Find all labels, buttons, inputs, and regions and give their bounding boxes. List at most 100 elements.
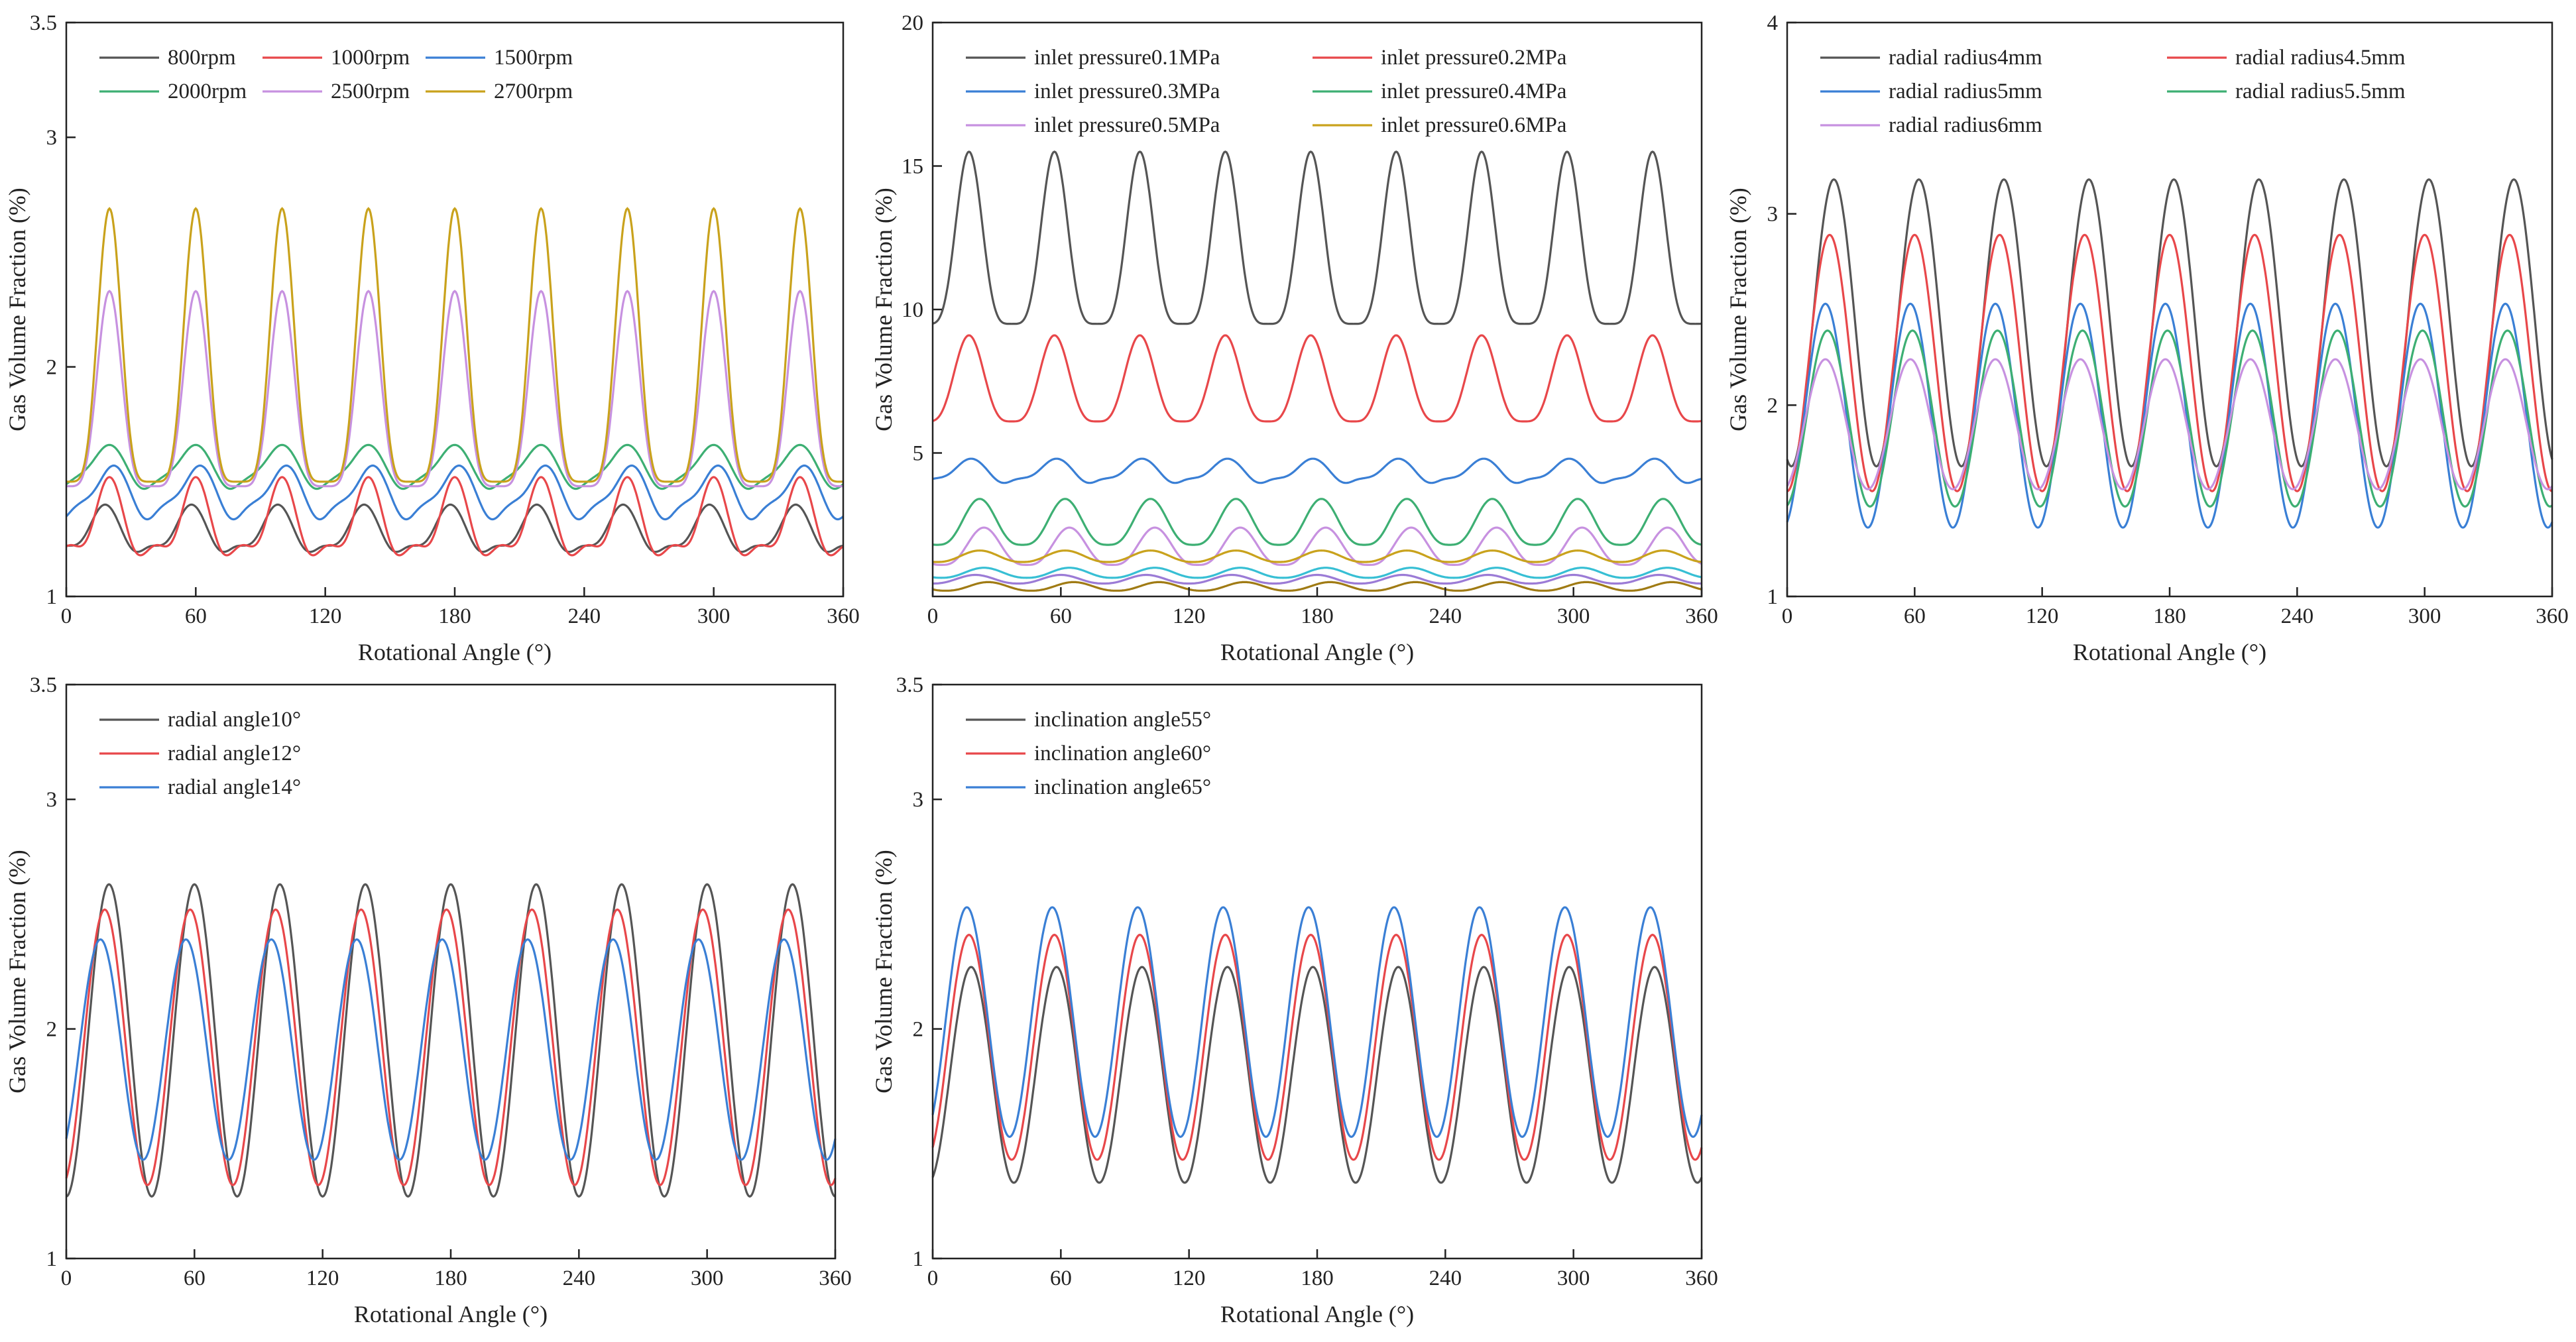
x-tick-label: 300 <box>1557 1266 1590 1290</box>
x-tick-label: 120 <box>1173 604 1206 628</box>
series-line-6 <box>66 207 843 483</box>
legend-label: inlet pressure0.1MPa <box>1034 46 1220 70</box>
legend-label: 2500rpm <box>331 80 410 103</box>
x-tick-label: 120 <box>306 1266 339 1290</box>
legend-label: radial radius4.5mm <box>2235 46 2406 70</box>
series-line-3 <box>1786 302 2553 529</box>
x-tick-label: 240 <box>568 604 601 628</box>
chart-panel-3: 0 60 120 180 240 300 360 1 2 3 4 Rotational Angle (… <box>1725 11 2569 665</box>
series-line-5 <box>66 290 843 488</box>
legend-label: radial radius6mm <box>1889 113 2042 137</box>
series-line-2 <box>1786 233 2553 492</box>
y-tick-label: 3.5 <box>30 673 57 697</box>
y-tick-label: 2 <box>913 1018 924 1042</box>
x-tick-label: 180 <box>2153 604 2186 628</box>
x-axis-label: Rotational Angle (°) <box>2073 639 2266 665</box>
x-tick-label: 0 <box>927 1266 939 1290</box>
series-line-8 <box>932 581 1702 592</box>
series-line-4 <box>65 443 845 490</box>
x-tick-label: 0 <box>927 604 939 628</box>
legend-label: radial angle14° <box>168 775 301 799</box>
series-line-1 <box>66 503 844 553</box>
y-tick-label: 2 <box>46 1018 58 1042</box>
series-line-5 <box>1786 358 2553 490</box>
series-line-3 <box>65 938 837 1161</box>
x-tick-label: 60 <box>1050 1266 1072 1290</box>
legend-label: inlet pressure0.6MPa <box>1381 113 1567 137</box>
x-tick-label: 240 <box>1429 604 1462 628</box>
x-tick-label: 240 <box>1429 1266 1462 1290</box>
chart-panel-1: 0 60 120 180 240 300 360 1 2 3 3.5 Rotational Angle… <box>4 11 860 665</box>
x-tick-label: 180 <box>1301 604 1334 628</box>
x-tick-label: 300 <box>1557 604 1590 628</box>
legend-label: 2700rpm <box>494 80 573 103</box>
y-axis-label: Gas Volume Fraction (%) <box>4 850 30 1093</box>
series-line-1 <box>66 883 836 1198</box>
y-tick-label: 10 <box>902 298 923 322</box>
x-tick-label: 0 <box>61 1266 72 1290</box>
x-tick-label: 180 <box>1301 1266 1334 1290</box>
series-line-1 <box>1786 178 2553 468</box>
x-tick-label: 180 <box>438 604 471 628</box>
legend-label: 1500rpm <box>494 46 573 70</box>
x-tick-label: 60 <box>1050 604 1072 628</box>
x-tick-label: 300 <box>2408 604 2441 628</box>
x-tick-label: 0 <box>1782 604 1793 628</box>
chart-panel-2: 0 60 120 180 240 300 360 5 10 15 20 Rotational Angl… <box>870 11 1718 665</box>
legend-label: 800rpm <box>168 46 236 70</box>
y-tick-label: 20 <box>902 11 923 35</box>
x-tick-label: 240 <box>2281 604 2314 628</box>
x-tick-label: 300 <box>697 604 731 628</box>
y-tick-label: 3.5 <box>30 11 57 35</box>
chart-panel-4: 0 60 120 180 240 300 360 1 2 3 3.5 Rotational Angle… <box>4 673 852 1327</box>
series-line-2 <box>65 908 837 1186</box>
x-tick-label: 120 <box>1173 1266 1206 1290</box>
x-tick-label: 360 <box>1685 1266 1718 1290</box>
legend-label: inlet pressure0.4MPa <box>1381 80 1567 103</box>
series-line-3 <box>65 464 845 521</box>
y-tick-label: 2 <box>1767 394 1779 418</box>
legend-label: radial angle10° <box>168 708 301 732</box>
series-line-9 <box>933 573 1702 585</box>
y-tick-label: 1 <box>913 1247 924 1271</box>
y-axis-label: Gas Volume Fraction (%) <box>870 850 897 1093</box>
legend-label: inlet pressure0.5MPa <box>1034 113 1220 137</box>
x-tick-label: 360 <box>2536 604 2569 628</box>
series-line-6 <box>932 549 1702 563</box>
y-axis-label: Gas Volume Fraction (%) <box>4 188 30 431</box>
x-axis-label: Rotational Angle (°) <box>1220 639 1414 665</box>
series-line-3 <box>931 906 1703 1139</box>
x-tick-label: 360 <box>1685 604 1718 628</box>
x-tick-label: 300 <box>691 1266 724 1290</box>
series-line-1 <box>932 150 1702 325</box>
axes-frame <box>65 683 837 1260</box>
x-tick-label: 120 <box>309 604 342 628</box>
y-tick-label: 2 <box>46 356 58 380</box>
legend-label: inlet pressure0.3MPa <box>1034 80 1220 103</box>
y-tick-label: 1 <box>46 1247 58 1271</box>
series-line-2 <box>931 933 1703 1161</box>
legend-label: inclination angle60° <box>1034 742 1211 765</box>
x-tick-label: 240 <box>563 1266 596 1290</box>
legend-label: 2000rpm <box>168 80 247 103</box>
legend-label: inclination angle55° <box>1034 708 1211 732</box>
x-axis-label: Rotational Angle (°) <box>358 639 552 665</box>
y-tick-label: 4 <box>1767 11 1779 35</box>
y-tick-label: 5 <box>913 442 924 466</box>
series-line-5 <box>932 526 1702 566</box>
y-tick-label: 3 <box>1767 203 1779 227</box>
y-axis-label: Gas Volume Fraction (%) <box>870 188 897 431</box>
chart-panel-5: 0 60 120 180 240 300 360 1 2 3 3.5 Rotational Angle… <box>870 673 1718 1327</box>
series-line-4 <box>932 498 1702 546</box>
x-axis-label: Rotational Angle (°) <box>354 1301 548 1327</box>
legend-label: radial radius4mm <box>1889 46 2042 70</box>
x-tick-label: 60 <box>1904 604 1926 628</box>
legend-label: inlet pressure0.2MPa <box>1381 46 1567 70</box>
y-tick-label: 3 <box>913 788 924 812</box>
legend-label: radial angle12° <box>168 742 301 765</box>
series-line-2 <box>66 476 844 557</box>
y-tick-label: 3 <box>46 788 58 812</box>
series-line-3 <box>932 457 1702 484</box>
axes-frame <box>931 21 1703 598</box>
